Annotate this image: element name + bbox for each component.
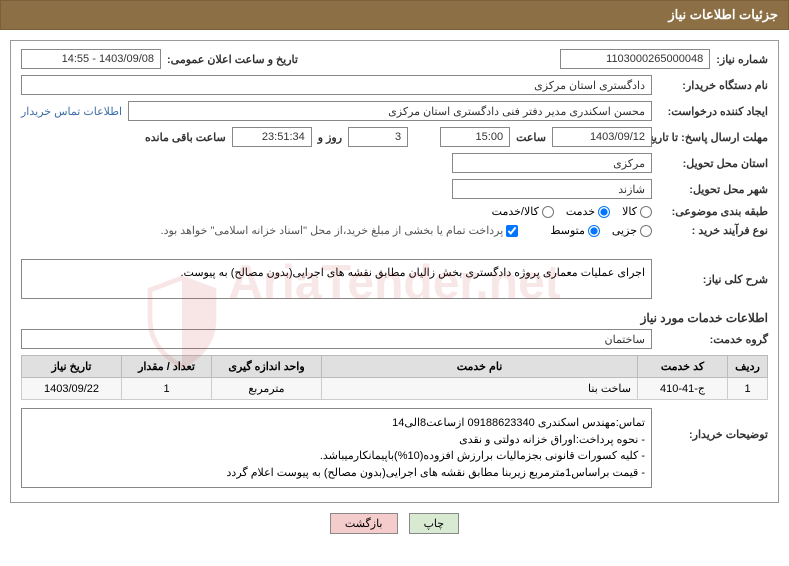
purchase-medium-label: متوسط: [550, 224, 585, 237]
services-table: ردیف کد خدمت نام خدمت واحد اندازه گیری ت…: [21, 355, 768, 400]
th-qty: تعداد / مقدار: [122, 356, 212, 378]
category-service-label: خدمت: [566, 205, 595, 218]
request-number-value: 1103000265000048: [560, 49, 710, 69]
row-deadline: مهلت ارسال پاسخ: تا تاریخ: 1403/09/12 سا…: [21, 127, 768, 147]
row-service-group: گروه خدمت: ساختمان: [21, 329, 768, 349]
th-date: تاریخ نیاز: [22, 356, 122, 378]
requester-value: محسن اسکندری مدیر دفتر فنی دادگستری استا…: [128, 101, 652, 121]
purchase-minor-option[interactable]: جزیی: [612, 224, 652, 237]
td-unit: مترمربع: [212, 378, 322, 400]
row-buyer-org: نام دستگاه خریدار: دادگستری استان مرکزی: [21, 75, 768, 95]
category-goods-option[interactable]: کالا: [622, 205, 652, 218]
services-section-title: اطلاعات خدمات مورد نیاز: [21, 311, 768, 325]
deadline-label: مهلت ارسال پاسخ: تا تاریخ:: [658, 131, 768, 144]
print-button[interactable]: چاپ: [409, 513, 460, 534]
th-row: ردیف: [728, 356, 768, 378]
button-row: چاپ بازگشت: [0, 513, 789, 534]
row-purchase-type: نوع فرآیند خرید : جزیی متوسط پرداخت تمام…: [21, 224, 768, 237]
description-box: اجرای عملیات معماری پروژه دادگستری بخش ز…: [21, 259, 652, 299]
td-code: ج-41-410: [638, 378, 728, 400]
payment-note-text: پرداخت تمام یا بخشی از مبلغ خرید،از محل …: [161, 224, 504, 237]
time-remaining: 23:51:34: [232, 127, 312, 147]
deadline-time: 15:00: [440, 127, 510, 147]
payment-checkbox[interactable]: [506, 225, 518, 237]
hour-label: ساعت: [516, 131, 546, 144]
category-label: طبقه بندی موضوعی:: [658, 205, 768, 218]
days-remaining: 3: [348, 127, 408, 147]
category-goods-radio[interactable]: [640, 206, 652, 218]
buyer-notes-box: تماس:مهندس اسکندری 09188623340 ازساعت8ال…: [21, 408, 652, 488]
service-group-label: گروه خدمت:: [658, 333, 768, 346]
page-header: جزئیات اطلاعات نیاز: [0, 0, 789, 30]
description-label: شرح کلی نیاز:: [658, 273, 768, 286]
th-unit: واحد اندازه گیری: [212, 356, 322, 378]
back-button[interactable]: بازگشت: [330, 513, 398, 534]
remaining-suffix: ساعت باقی مانده: [145, 131, 226, 144]
main-form: شماره نیاز: 1103000265000048 تاریخ و ساع…: [10, 40, 779, 503]
buyer-org-label: نام دستگاه خریدار:: [658, 79, 768, 92]
payment-note-check[interactable]: پرداخت تمام یا بخشی از مبلغ خرید،از محل …: [161, 224, 519, 237]
purchase-minor-label: جزیی: [612, 224, 637, 237]
deadline-date: 1403/09/12: [552, 127, 652, 147]
city-value: شازند: [452, 179, 652, 199]
category-gs-radio[interactable]: [542, 206, 554, 218]
td-qty: 1: [122, 378, 212, 400]
category-gs-label: کالا/خدمت: [492, 205, 539, 218]
service-group-value: ساختمان: [21, 329, 652, 349]
td-date: 1403/09/22: [22, 378, 122, 400]
purchase-medium-radio[interactable]: [588, 225, 600, 237]
row-buyer-notes: توضیحات خریدار: تماس:مهندس اسکندری 09188…: [21, 408, 768, 488]
td-name: ساخت بنا: [322, 378, 638, 400]
request-number-label: شماره نیاز:: [716, 53, 768, 66]
category-radio-group: کالا خدمت کالا/خدمت: [492, 205, 652, 218]
description-text: اجرای عملیات معماری پروژه دادگستری بخش ز…: [180, 267, 645, 279]
days-label: روز و: [318, 131, 342, 144]
th-name: نام خدمت: [322, 356, 638, 378]
header-title: جزئیات اطلاعات نیاز: [668, 7, 778, 22]
row-province: استان محل تحویل: مرکزی: [21, 153, 768, 173]
announce-datetime-value: 1403/09/08 - 14:55: [21, 49, 161, 69]
contact-link[interactable]: اطلاعات تماس خریدار: [21, 105, 122, 118]
th-code: کد خدمت: [638, 356, 728, 378]
note-line4: - قیمت براساس1مترمربع زیربنا مطابق نقشه …: [28, 465, 645, 482]
purchase-radio-group: جزیی متوسط: [550, 224, 652, 237]
td-index: 1: [728, 378, 768, 400]
purchase-minor-radio[interactable]: [640, 225, 652, 237]
row-city: شهر محل تحویل: شازند: [21, 179, 768, 199]
buyer-org-value: دادگستری استان مرکزی: [21, 75, 652, 95]
row-requester: ایجاد کننده درخواست: محسن اسکندری مدیر د…: [21, 101, 768, 121]
buyer-notes-label: توضیحات خریدار:: [658, 408, 768, 441]
purchase-type-label: نوع فرآیند خرید :: [658, 224, 768, 237]
requester-label: ایجاد کننده درخواست:: [658, 105, 768, 118]
table-header-row: ردیف کد خدمت نام خدمت واحد اندازه گیری ت…: [22, 356, 768, 378]
announce-datetime-label: تاریخ و ساعت اعلان عمومی:: [167, 53, 298, 66]
city-label: شهر محل تحویل:: [658, 183, 768, 196]
table-row: 1 ج-41-410 ساخت بنا مترمربع 1 1403/09/22: [22, 378, 768, 400]
description-section: شرح کلی نیاز: اجرای عملیات معماری پروژه …: [21, 255, 768, 303]
category-service-radio[interactable]: [598, 206, 610, 218]
province-label: استان محل تحویل:: [658, 157, 768, 170]
category-service-option[interactable]: خدمت: [566, 205, 610, 218]
row-request-number: شماره نیاز: 1103000265000048 تاریخ و ساع…: [21, 49, 768, 69]
note-line2: - نحوه پرداخت:اوراق خزانه دولتی و نقدی: [28, 432, 645, 449]
purchase-medium-option[interactable]: متوسط: [550, 224, 600, 237]
note-line3: - کلیه کسورات قانونی بجزمالیات برارزش اف…: [28, 448, 645, 465]
category-goods-label: کالا: [622, 205, 637, 218]
note-line1: تماس:مهندس اسکندری 09188623340 ازساعت8ال…: [28, 415, 645, 432]
category-gs-option[interactable]: کالا/خدمت: [492, 205, 554, 218]
province-value: مرکزی: [452, 153, 652, 173]
row-category: طبقه بندی موضوعی: کالا خدمت کالا/خدمت: [21, 205, 768, 218]
